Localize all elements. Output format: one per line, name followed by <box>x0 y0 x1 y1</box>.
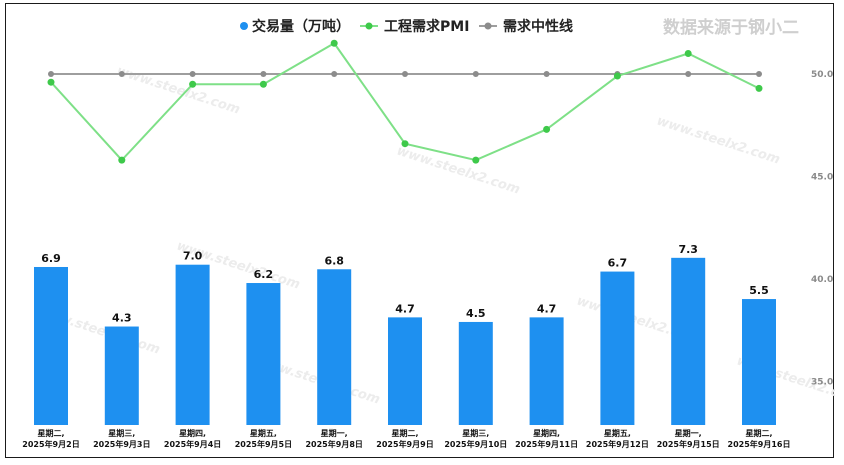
neutral-point <box>472 71 479 77</box>
bar-data-label: 6.8 <box>324 254 344 267</box>
bar-data-label: 7.3 <box>678 243 698 256</box>
legend-swatch-pmi-marker <box>365 22 373 30</box>
x-tick-label-day: 星期四, <box>533 428 560 438</box>
bar-data-label: 6.2 <box>254 268 274 281</box>
x-tick-label-date: 2025年9月5日 <box>235 439 292 449</box>
pmi-point <box>189 80 197 88</box>
bar-data-label: 6.9 <box>41 252 61 265</box>
x-tick-label-day: 星期五, <box>604 428 631 438</box>
legend: 交易量（万吨） 工程需求PMI 需求中性线 <box>240 18 573 35</box>
x-tick-label-day: 星期五, <box>250 428 277 438</box>
legend-label-neutral: 需求中性线 <box>503 18 573 35</box>
pmi-point <box>684 50 692 57</box>
pmi-point <box>472 156 480 164</box>
background-watermarks: www.steelx2.com www.steelx2.com www.steelx… <box>35 64 835 408</box>
chart-svg: www.steelx2.com www.steelx2.com www.steelx… <box>22 17 835 449</box>
neutral-point <box>402 71 408 77</box>
x-tick-label-date: 2025年9月10日 <box>444 439 507 449</box>
bar-data-label: 4.7 <box>395 302 415 315</box>
volume-bar <box>742 299 776 425</box>
x-tick-label-day: 星期一, <box>321 428 348 438</box>
bar-data-label: 6.7 <box>608 257 628 270</box>
background-watermark: www.steelx2.com <box>115 64 242 118</box>
neutral-point <box>331 71 338 77</box>
x-tick-label-date: 2025年9月15日 <box>657 439 720 449</box>
legend-swatch-neutral-marker <box>484 22 492 30</box>
x-tick-label-date: 2025年9月9日 <box>376 439 433 449</box>
x-tick-label-day: 星期二, <box>745 428 772 438</box>
pmi-point <box>47 78 55 86</box>
x-tick-label-day: 星期三, <box>108 428 135 438</box>
volume-bar <box>458 321 493 425</box>
x-tick-label-date: 2025年9月11日 <box>515 439 578 449</box>
bar-data-label: 4.7 <box>537 302 557 315</box>
pmi-point <box>330 39 338 47</box>
volume-bar <box>104 326 139 425</box>
x-tick-label-date: 2025年9月12日 <box>586 439 649 449</box>
volume-bar <box>34 266 68 425</box>
pmi-line-layer <box>47 39 763 164</box>
pmi-point <box>613 72 621 80</box>
volume-bar <box>388 317 422 425</box>
neutral-point <box>260 71 267 77</box>
pmi-point <box>401 140 409 148</box>
chart-frame: www.steelx2.com www.steelx2.com www.steelx… <box>5 3 835 458</box>
bar-layer: 6.9 4.3 7.0 6.2 6.8 4.7 4.5 4.7 6.7 7.3 5.5 <box>34 243 776 425</box>
x-tick-label-date: 2025年9月16日 <box>728 439 791 449</box>
x-tick-label-day: 星期二, <box>391 428 418 438</box>
y2-tick-label: 45.0 <box>811 173 833 183</box>
bar-data-label: 5.5 <box>749 284 769 297</box>
pmi-point <box>118 156 126 164</box>
background-watermark: www.steelx2.com <box>395 144 522 198</box>
pmi-point <box>543 125 551 133</box>
x-tick-label-date: 2025年9月8日 <box>305 439 362 449</box>
neutral-point <box>756 71 762 77</box>
pmi-point <box>755 84 763 92</box>
neutral-point <box>189 71 196 77</box>
volume-bar <box>600 271 635 425</box>
x-tick-label-day: 星期四, <box>179 428 206 438</box>
bar-data-label: 7.0 <box>183 250 203 263</box>
y2-tick-label: 40.0 <box>811 275 833 285</box>
volume-bar <box>175 264 210 425</box>
neutral-point <box>118 71 125 77</box>
x-tick-label-date: 2025年9月4日 <box>164 439 221 449</box>
volume-bar <box>317 269 352 425</box>
pmi-point <box>259 80 267 88</box>
neutral-point <box>48 71 54 77</box>
x-tick-label-day: 星期二, <box>37 428 64 438</box>
legend-label-pmi: 工程需求PMI <box>384 18 469 35</box>
x-tick-label-day: 星期一, <box>675 428 702 438</box>
neutral-point <box>685 71 692 77</box>
y2-tick-label: 50.0 <box>811 70 833 80</box>
legend-label-volume: 交易量（万吨） <box>252 18 350 35</box>
x-tick-label-date: 2025年9月3日 <box>93 439 150 449</box>
volume-bar <box>671 257 706 425</box>
bar-data-label: 4.5 <box>466 307 486 320</box>
bar-data-label: 4.3 <box>112 312 132 325</box>
x-tick-label-date: 2025年9月2日 <box>22 439 79 449</box>
x-tick-label-day: 星期三, <box>462 428 489 438</box>
volume-bar <box>529 317 564 425</box>
source-watermark: 数据来源于钢小二 <box>663 17 799 38</box>
background-watermark: www.steelx2.com <box>655 114 782 168</box>
neutral-point <box>543 71 550 77</box>
volume-bar <box>246 283 281 425</box>
y-axis-ticks: 50.0 45.0 40.0 35.0 <box>811 70 833 388</box>
y2-tick-label: 35.0 <box>811 378 833 388</box>
x-axis-labels: 星期二,2025年9月2日星期三,2025年9月3日星期四,2025年9月4日星… <box>22 428 790 449</box>
legend-swatch-volume <box>240 22 248 30</box>
